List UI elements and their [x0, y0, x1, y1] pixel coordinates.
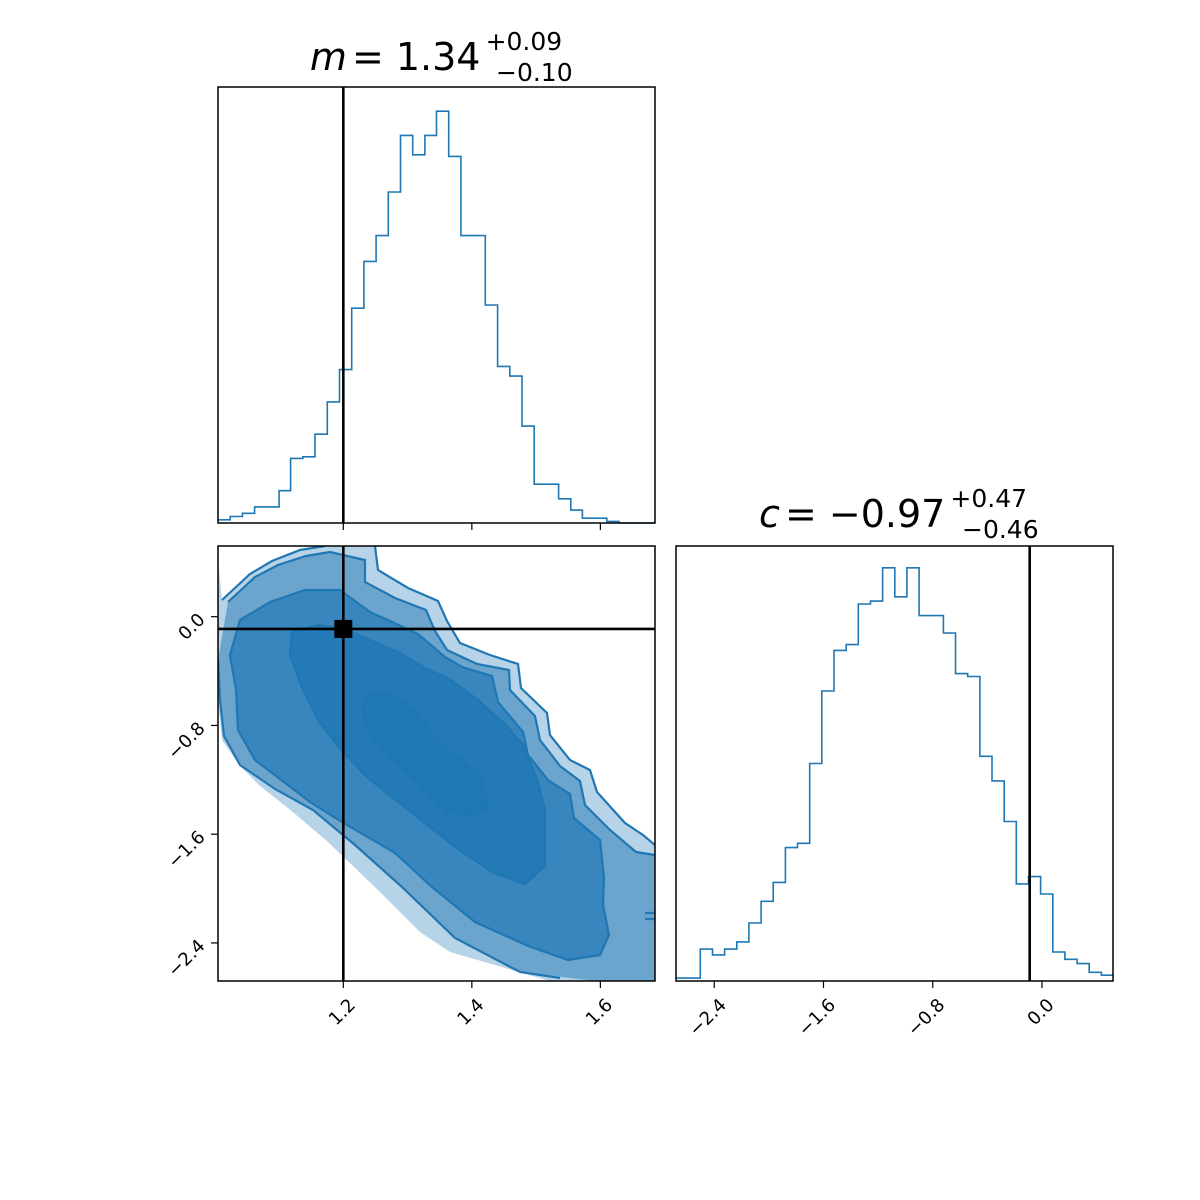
- title-m-minus: −0.10: [496, 58, 573, 87]
- y-tick-label: 0.0: [174, 609, 209, 644]
- x-tick-label: −0.8: [904, 995, 950, 1041]
- histogram-m-panel: [217, 86, 656, 530]
- contour-line-level-4: [288, 623, 547, 886]
- title-m: m = 1.34 +0.09: [310, 27, 562, 79]
- histogram-c-steps: [676, 567, 1113, 979]
- x-tick-label: 1.2: [325, 995, 360, 1030]
- y-tick-label: −1.6: [164, 827, 210, 873]
- contour-line-level-5: [360, 691, 491, 818]
- title-c-plus: +0.47: [950, 484, 1027, 513]
- title-m-median: 1.34: [396, 35, 481, 79]
- y-tick-label: −2.4: [164, 936, 210, 982]
- contour-fill-level-5: [362, 693, 489, 816]
- x-tick-label: 1.4: [453, 995, 488, 1030]
- truth-marker: [334, 619, 353, 638]
- y-tick-label: −0.8: [164, 718, 210, 764]
- histogram-c-frame: [675, 545, 1114, 982]
- contour-line-level-3: [228, 588, 611, 962]
- contour-line-outer: [221, 546, 655, 846]
- contour-line-level-2: [218, 550, 655, 980]
- x-tick-label: −1.6: [794, 995, 840, 1041]
- histogram-m-steps: [218, 110, 655, 524]
- x-tick-label: 0.0: [1023, 995, 1058, 1030]
- title-c-median: −0.97: [829, 492, 945, 536]
- contour-line-corner: [645, 911, 655, 921]
- contour-frame: [217, 545, 656, 982]
- title-m-plus: +0.09: [486, 27, 563, 56]
- x-tick-label: −2.4: [685, 995, 731, 1041]
- title-c-symbol: c: [759, 492, 780, 536]
- histogram-m-frame: [217, 86, 656, 524]
- contour-m-c-panel: 1.2 1.4 1.6 −2.4 −1.6 −0.8 0.0: [164, 545, 656, 1030]
- title-c: c = −0.97 +0.47: [759, 484, 1027, 536]
- title-c-minus: −0.46: [962, 515, 1039, 544]
- title-m-symbol: m: [310, 35, 347, 79]
- histogram-c-panel: −2.4 −1.6 −0.8 0.0: [675, 545, 1114, 1041]
- x-tick-label: 1.6: [582, 995, 617, 1030]
